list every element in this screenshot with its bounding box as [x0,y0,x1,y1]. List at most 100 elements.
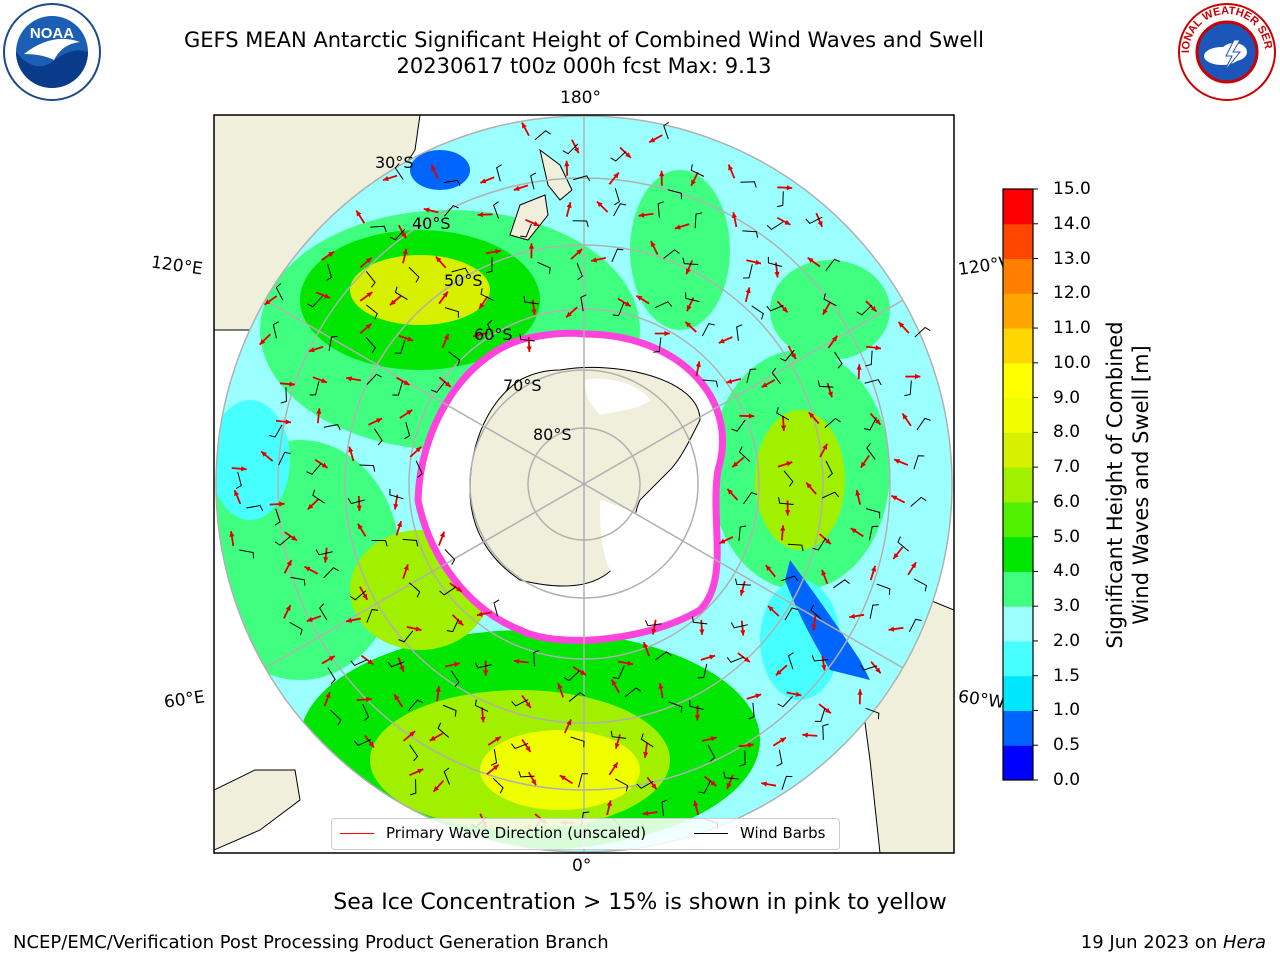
wind-barbs-legend-line [694,832,728,834]
wind-barb [365,304,378,320]
wave-arrow-head [596,201,603,208]
wind-barb [275,283,284,301]
wave-arrow-head [745,287,751,294]
wind-barb [740,181,757,188]
wave-arrow-head [526,346,532,352]
wind-barb [615,778,629,792]
wave-arrow-head [780,425,787,431]
wind-barb [777,696,793,708]
wave-arrow-head [433,786,440,792]
wind-barb [323,567,339,579]
wind-barb [698,780,712,794]
wind-barb [404,422,411,440]
wind-barb [398,630,414,643]
wave-arrow-head [513,185,520,191]
colorbar-band [1003,606,1033,642]
wave-arrow-head [860,461,866,468]
wind-barb [573,175,591,182]
wind-barb [394,286,408,301]
wind-barb [908,618,922,633]
wave-arrow-head [417,768,424,774]
wind-barb [657,201,664,218]
wave-arrow-head [521,122,527,129]
wind-barb [278,451,291,466]
wave-arrow-head [606,800,612,807]
wave-arrow-head [786,185,793,191]
wave-arrow-head [870,305,877,312]
wind-barb [520,223,532,238]
wind-barb [863,417,877,431]
wind-barb [730,622,748,629]
title-line1: GEFS MEAN Antarctic Significant Height o… [183,28,985,52]
wave-arrow-head [811,624,817,631]
wave-arrow-head [442,291,448,298]
wave-arrow-head [328,251,335,257]
wave-arrow-head [817,220,823,227]
colorbar-label-line2: Wind Waves and Swell [m] [1129,345,1153,625]
wind-barb [685,292,700,303]
wave-arrow-head [893,553,899,559]
wind-barb [667,189,682,200]
wind-barb [519,333,535,342]
wave-arrow-head [365,257,372,264]
wave-arrow-head [346,376,352,382]
wind-barb [834,351,843,369]
wave-arrow-head [566,202,572,209]
wind-barb [781,775,793,790]
colorbar-band [1003,745,1033,781]
wave-arrow-head [649,137,656,143]
wave-arrow-head [726,378,733,384]
noaa-logo-text: NOAA [30,25,74,42]
wind-barb [865,350,873,367]
wave-arrow-head [779,737,786,743]
wind-barb [443,179,461,187]
wind-barb [913,578,928,592]
wind-barb [814,707,826,722]
wind-barb [766,304,784,312]
wind-barb [914,326,931,338]
wave-arrow-head [234,490,240,497]
colorbar [1002,188,1038,781]
colorbar-band [1003,293,1033,329]
lat-label-30s: 30°S [375,153,414,172]
wave-arrow-head [651,628,657,635]
wind-barb [306,463,322,475]
wave-arrow-head [415,446,422,453]
wind-barb [443,204,459,217]
wind-barb [274,535,291,546]
wave-arrow-head [825,538,831,545]
wind-barb [825,460,833,478]
wave-arrow-head [643,751,649,758]
wind-barb [349,590,367,601]
wind-barb [787,652,794,670]
wind-barb [689,700,704,710]
lon-label-top: 180° [560,88,601,108]
wave-arrow-head [795,691,802,697]
map-legend: Primary Wave Direction (unscaled) Wind B… [331,818,840,850]
wind-barb [864,379,882,386]
wind-barb [767,256,783,268]
wind-barb [272,321,279,339]
wind-barb [776,749,783,767]
wind-barb [578,773,589,788]
wave-arrow-head [289,381,295,387]
wave-arrow-head [740,629,746,636]
colorbar-band [1003,710,1033,746]
wind-barb [611,248,624,263]
wind-barb [530,172,537,190]
wind-barb [274,508,281,526]
wind-barb [366,609,379,623]
wind-barb [694,212,702,229]
wind-barb [409,744,419,762]
wave-arrow-head [874,418,881,425]
wave-arrow-head [821,664,827,671]
wind-barb [446,618,460,633]
wave-arrow-head [755,693,762,699]
wave-arrow-head [780,525,786,531]
wind-barb [442,704,457,717]
wave-arrow-head [456,586,462,592]
wave-arrow-head [443,333,449,340]
wind-barb [402,538,419,547]
wave-arrow-head [821,569,827,576]
wave-arrow-head [784,219,791,225]
